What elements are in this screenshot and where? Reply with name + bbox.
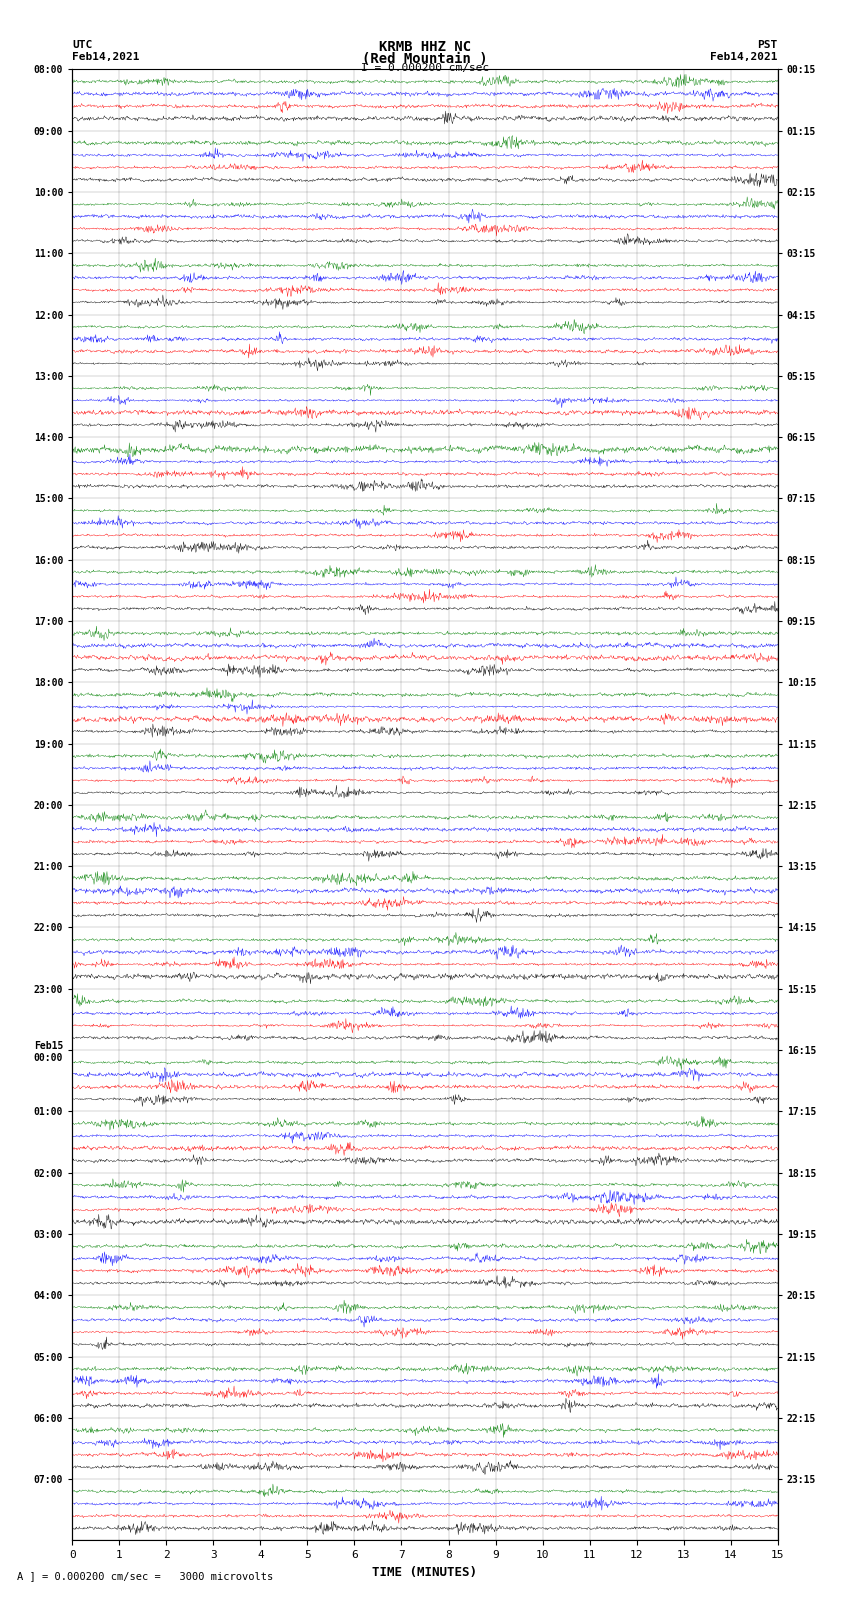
X-axis label: TIME (MINUTES): TIME (MINUTES) xyxy=(372,1566,478,1579)
Text: Feb14,2021: Feb14,2021 xyxy=(72,52,139,61)
Text: PST: PST xyxy=(757,40,778,50)
Text: A ] = 0.000200 cm/sec =   3000 microvolts: A ] = 0.000200 cm/sec = 3000 microvolts xyxy=(17,1571,273,1581)
Text: KRMB HHZ NC: KRMB HHZ NC xyxy=(379,40,471,55)
Text: Feb14,2021: Feb14,2021 xyxy=(711,52,778,61)
Text: (Red Mountain ): (Red Mountain ) xyxy=(362,52,488,66)
Text: I = 0.000200 cm/sec: I = 0.000200 cm/sec xyxy=(361,63,489,73)
Text: UTC: UTC xyxy=(72,40,93,50)
